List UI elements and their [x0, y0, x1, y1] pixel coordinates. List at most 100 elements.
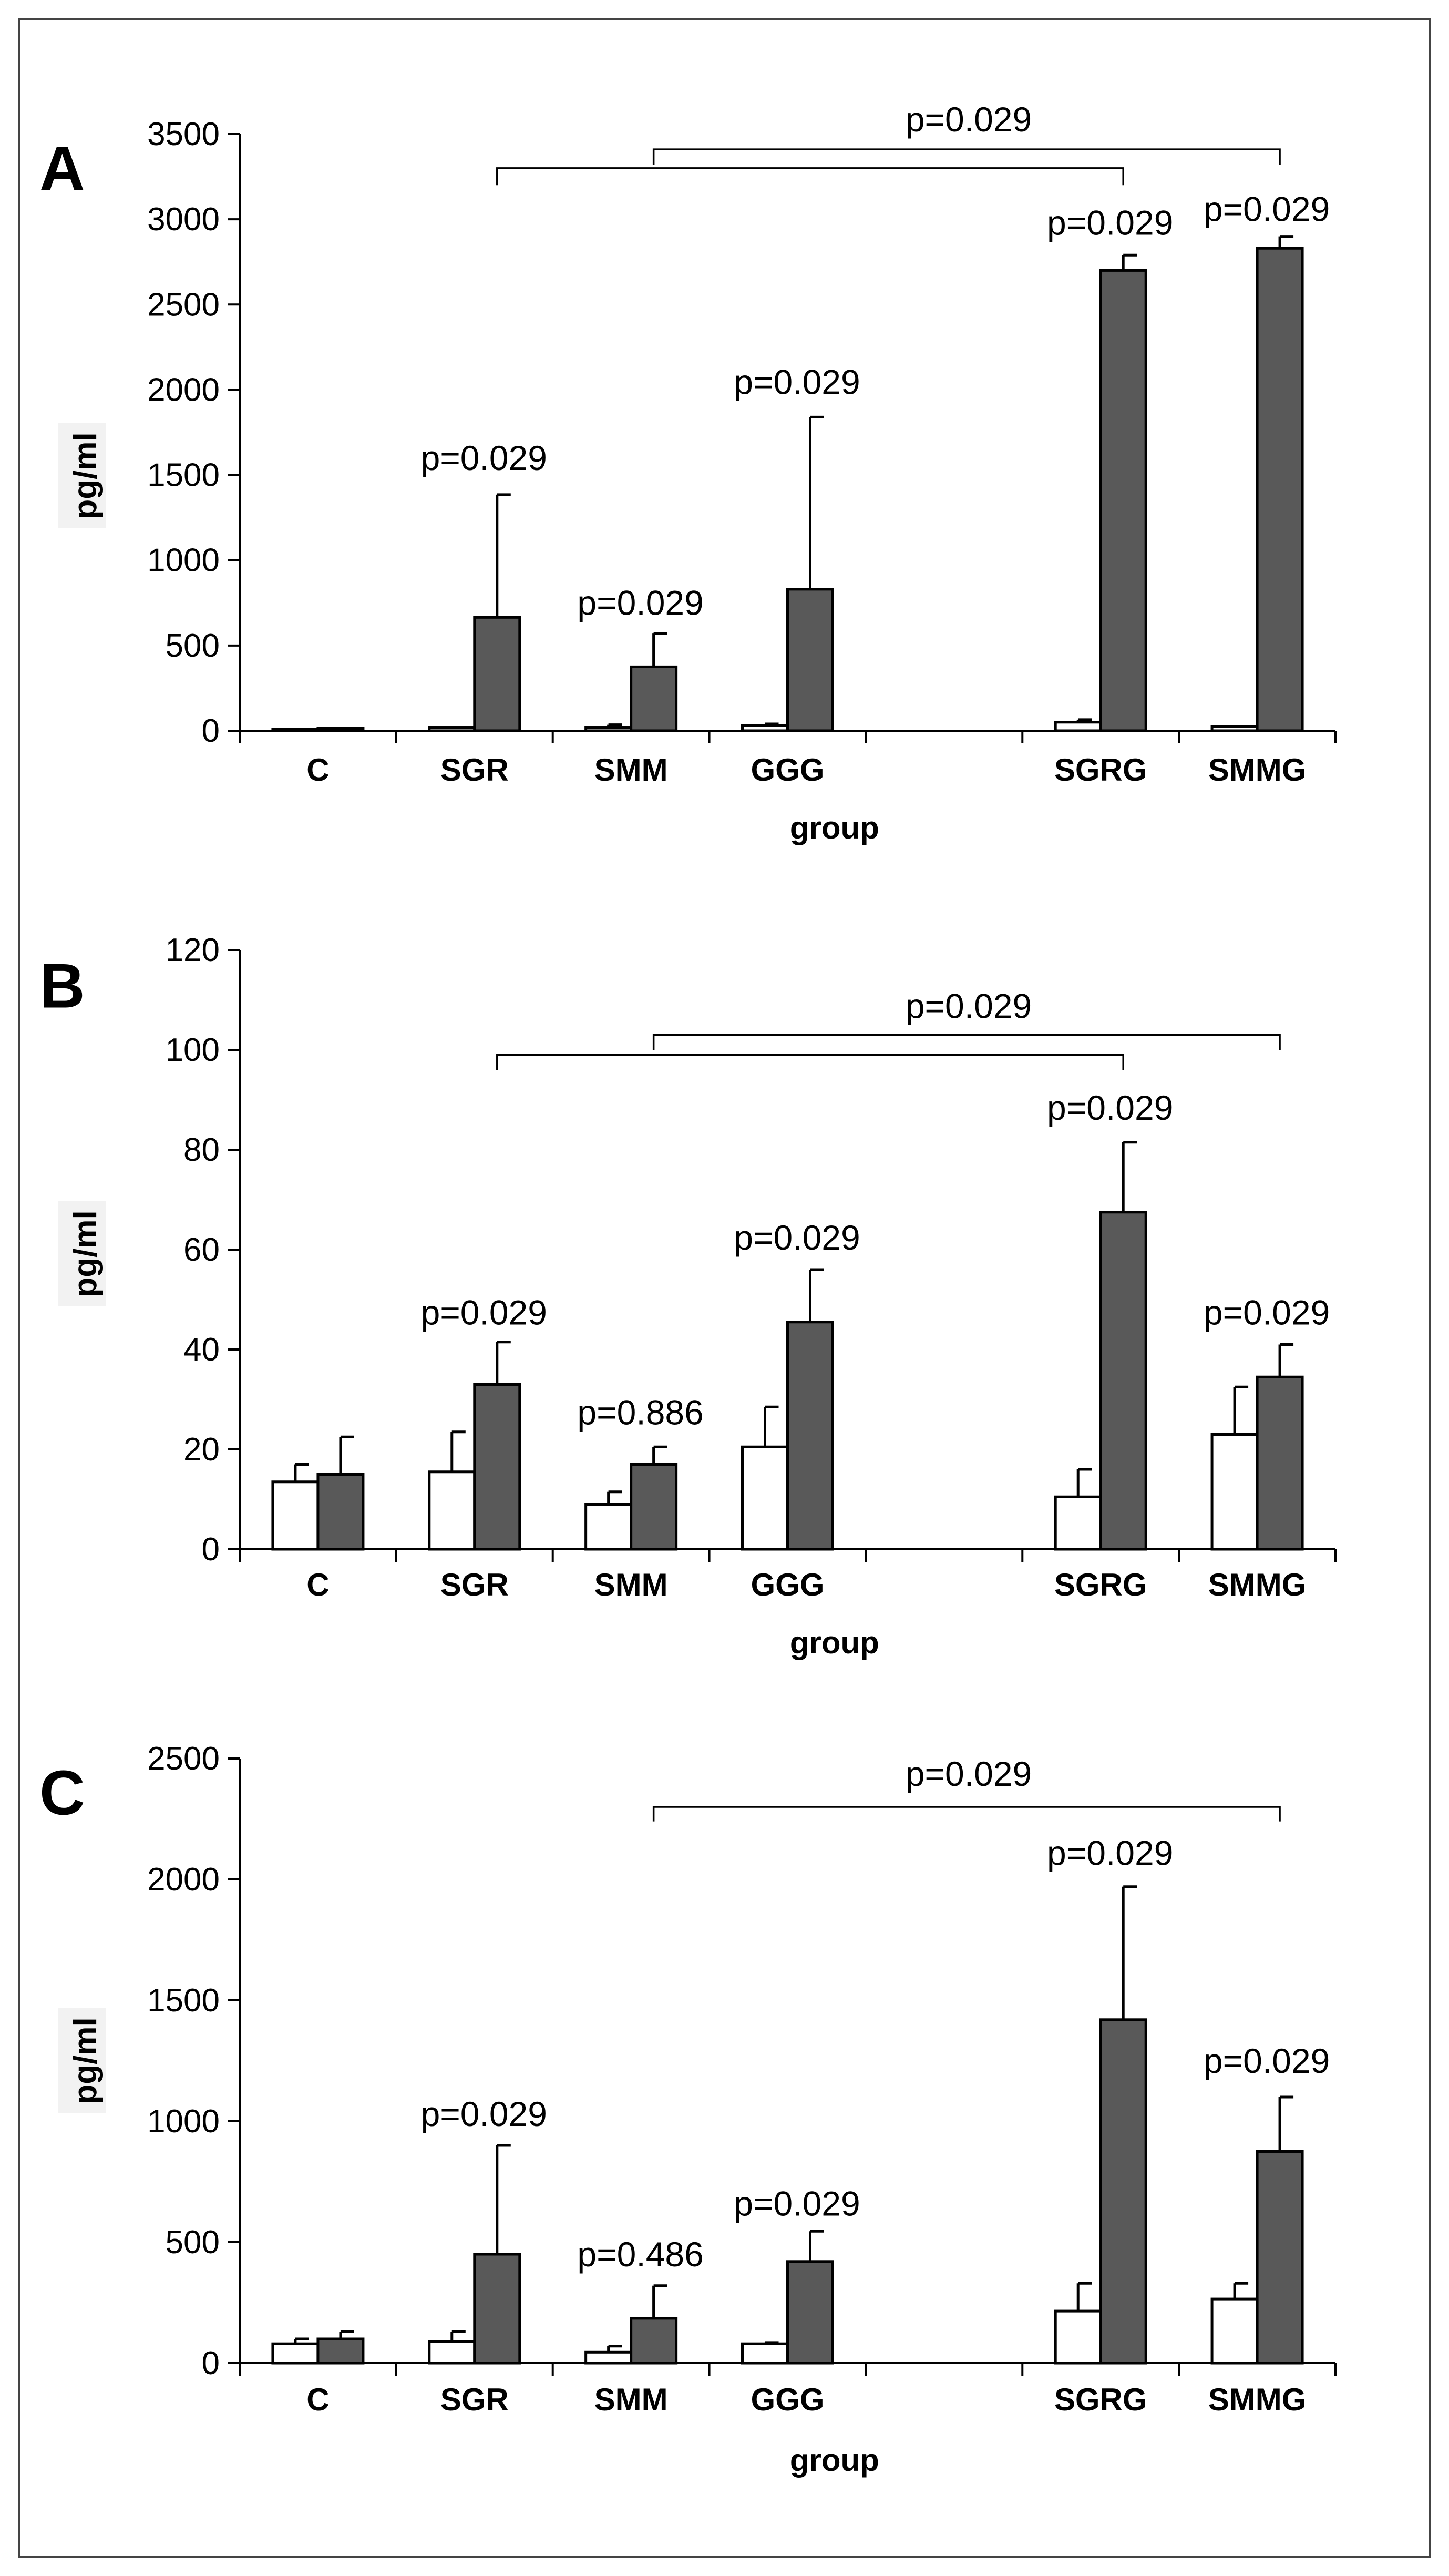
panel-b-xlabel: group [790, 1625, 879, 1660]
panel-c-letter: C [39, 1757, 85, 1828]
panel-a-bar-control-sgr [428, 726, 476, 732]
panel-c-p-label-sgr: p=0.029 [421, 2094, 547, 2133]
panel-c-bar-control-c [271, 2342, 320, 2365]
panel-a-x-label-ggg: GGG [751, 752, 824, 788]
panel-a-y-tick-label: 1500 [147, 457, 220, 494]
panel-b-x-label-smm: SMM [594, 1567, 668, 1602]
panel-a-ylabel-bg [58, 423, 106, 528]
panel-b-bar-control-sgrg [1054, 1495, 1102, 1551]
panel-c-x-label-c: C [306, 2382, 329, 2417]
panel-a-p-label-sgrg: p=0.029 [1047, 203, 1173, 242]
panel-a-p-label-sgr: p=0.029 [421, 438, 547, 477]
panel-b-p-label-sgr: p=0.029 [421, 1293, 547, 1332]
panel-a-x-label-sgr: SGR [440, 752, 509, 788]
panel-b-x-label-sgr: SGR [440, 1567, 509, 1602]
panel-c-p-label-smmg: p=0.029 [1204, 2041, 1330, 2080]
panel-a-bar-control-smm [584, 726, 633, 732]
panel-a-y-tick-label: 0 [202, 713, 220, 749]
panel-b-x-label-smmg: SMMG [1208, 1567, 1307, 1602]
panel-c-ylabel-bg [58, 2008, 106, 2113]
panel-b-ylabel: pg/ml [67, 1210, 104, 1297]
panel-b-bar-treated-smm [630, 1463, 678, 1551]
panel-a-bar-treated-sgrg [1099, 269, 1147, 732]
panel-c-p-label-ggg: p=0.029 [734, 2184, 860, 2223]
panel-b-bar-control-ggg [741, 1445, 789, 1551]
panel-b-bracket-1 [652, 1034, 1281, 1050]
panel-a-p-label-ggg: p=0.029 [734, 363, 860, 402]
panel-a-bar-treated-smmg [1256, 247, 1304, 732]
panel-b-chart: Bpg/ml 0 20 40 60 80 100 120 C SGR SMM GGG SGRG SMMG g… [39, 932, 1337, 1660]
panel-b-bar-treated-sgr [473, 1383, 521, 1551]
panel-b-bar-control-smmg [1210, 1433, 1259, 1551]
panel-c-y-tick-label: 2500 [147, 1741, 220, 1777]
panel-b-bar-treated-sgrg [1099, 1211, 1147, 1551]
panel-a-ylabel: pg/ml [67, 432, 104, 519]
panel-a-x-label-c: C [306, 752, 329, 788]
panel-c-p-label-sgrg: p=0.029 [1047, 1833, 1173, 1872]
panel-a-bar-control-sgrg [1054, 721, 1102, 732]
panel-b-y-tick-label: 120 [166, 932, 220, 968]
panel-a-xlabel: group [790, 810, 879, 845]
panel-c-bar-control-smm [584, 2350, 633, 2365]
panel-a-y-tick-label: 500 [166, 628, 220, 664]
panel-a-bracket-1 [652, 148, 1281, 165]
panel-c-ylabel: pg/ml [67, 2017, 104, 2104]
panel-a-bar-control-ggg [741, 724, 789, 732]
panel-b-p-label-ggg: p=0.029 [734, 1218, 860, 1257]
panel-a-x-label-smmg: SMMG [1208, 752, 1307, 788]
panel-b-y-tick-label: 60 [183, 1232, 220, 1268]
panel-b-y-tick-label: 100 [166, 1032, 220, 1068]
panel-b-p-label-smm: p=0.886 [577, 1393, 703, 1432]
panel-a-x-label-sgrg: SGRG [1054, 752, 1147, 788]
panel-c-ylabel-group: pg/ml [58, 2008, 106, 2113]
panel-a-ylabel-group: pg/ml [58, 423, 106, 528]
panel-b-x-label-c: C [306, 1567, 329, 1602]
panel-b-bar-treated-ggg [786, 1321, 834, 1551]
panel-c-bar-treated-sgr [473, 2253, 521, 2365]
panel-a-chart: Apg/ml 0 500 1000 1500 2000 2500 3000 3500 C SGR SM… [39, 100, 1337, 845]
panel-a-y-tick-label: 2500 [147, 287, 220, 323]
panel-a-bar-treated-smm [630, 665, 678, 732]
panel-c-x-label-sgrg: SGRG [1054, 2382, 1147, 2417]
panel-c-bar-treated-c [316, 2337, 365, 2365]
panel-a-bar-treated-sgr [473, 616, 521, 732]
panel-c-bar-treated-smmg [1256, 2150, 1304, 2365]
panel-a-p-label-smm: p=0.029 [577, 583, 703, 622]
panel-c-bar-treated-ggg [786, 2260, 834, 2365]
panel-a-letter: A [39, 133, 85, 203]
panel-b-y-tick-label: 80 [183, 1132, 220, 1168]
panel-b-letter: B [39, 950, 85, 1021]
panel-b-x-label-sgrg: SGRG [1054, 1567, 1147, 1602]
panel-c-x-label-ggg: GGG [751, 2382, 824, 2417]
panel-a-bracket-label: p=0.029 [906, 100, 1032, 139]
panel-b-ylabel-group: pg/ml [58, 1201, 106, 1306]
panel-a-y-tick-label: 1000 [147, 543, 220, 579]
panel-b-x-label-ggg: GGG [751, 1567, 824, 1602]
panel-a-y-tick-label: 3500 [147, 116, 220, 152]
panel-a-bar-control-c [271, 728, 320, 732]
panel-b-bracket-label: p=0.029 [906, 987, 1032, 1026]
panel-a-bar-treated-c [316, 727, 365, 732]
panel-c-bar-control-sgr [428, 2340, 476, 2365]
panel-b-bar-treated-smmg [1256, 1375, 1304, 1551]
panel-c-chart: Cpg/ml 0 500 1000 1500 2000 2500 C SGR SMM GGG SGRG… [39, 1741, 1337, 2478]
panel-c-y-tick-label: 2000 [147, 1862, 220, 1898]
panel-a-y-tick-label: 2000 [147, 372, 220, 408]
panel-a-y-tick-label: 3000 [147, 201, 220, 238]
panel-c-x-label-sgr: SGR [440, 2382, 509, 2417]
panel-b-bar-control-sgr [428, 1470, 476, 1551]
panel-c-bar-treated-sgrg [1099, 2018, 1147, 2365]
panel-b-ylabel-bg [58, 1201, 106, 1306]
figure-frame [18, 18, 1431, 2558]
panel-b-y-tick-label: 40 [183, 1332, 220, 1368]
panel-c-bar-control-sgrg [1054, 2309, 1102, 2365]
panel-c-y-tick-label: 0 [202, 2345, 220, 2381]
panel-a-bar-treated-ggg [786, 588, 834, 732]
panel-a-bar-control-smmg [1210, 725, 1259, 732]
panel-c-bar-control-ggg [741, 2342, 789, 2365]
panel-b-bar-control-smm [584, 1503, 633, 1551]
panel-b-bracket-0 [496, 1054, 1124, 1070]
panel-b-p-label-smmg: p=0.029 [1204, 1293, 1330, 1332]
panel-c-y-tick-label: 500 [166, 2224, 220, 2261]
